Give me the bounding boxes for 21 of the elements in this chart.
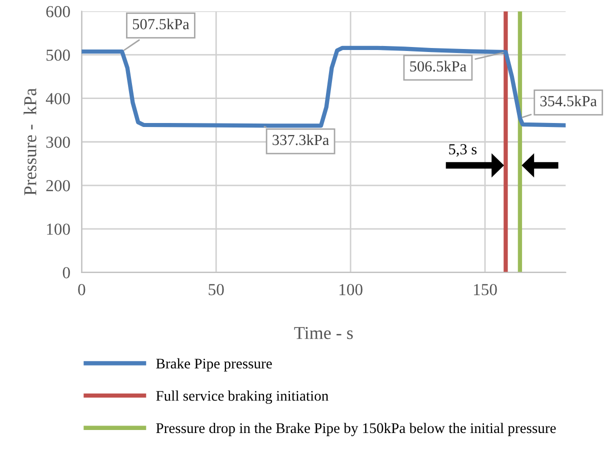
y-tick-label: 0 xyxy=(62,267,70,278)
x-tick-label: 50 xyxy=(208,284,224,296)
y-tick-label: 100 xyxy=(47,224,70,235)
x-tick-label: 0 xyxy=(78,284,86,296)
legend-label: Brake Pipe pressure xyxy=(156,358,272,372)
annotation: 507.5kPa xyxy=(132,18,190,30)
y-tick-label: 500 xyxy=(46,50,70,61)
annotation: 5,3 s xyxy=(449,144,477,157)
annotation: 337.3kPa xyxy=(272,134,329,146)
x-axis-title: Time - s xyxy=(294,326,353,340)
y-tick-label: 300 xyxy=(46,136,70,148)
y-axis-title: Pressure - kPa xyxy=(24,88,36,196)
y-tick-label: 200 xyxy=(46,180,70,192)
x-tick-label: 150 xyxy=(474,284,497,296)
annotation: 506.5kPa xyxy=(410,60,466,72)
legend-label: Pressure drop in the Brake Pipe by 150kPa below the initial pressure xyxy=(156,422,556,436)
x-tick-label: 100 xyxy=(340,284,362,296)
y-tick-label: 600 xyxy=(46,6,70,18)
annotation: 354.5kPa xyxy=(540,96,597,106)
legend-label: Full service braking initiation xyxy=(156,390,328,404)
y-tick-label: 400 xyxy=(46,93,70,104)
